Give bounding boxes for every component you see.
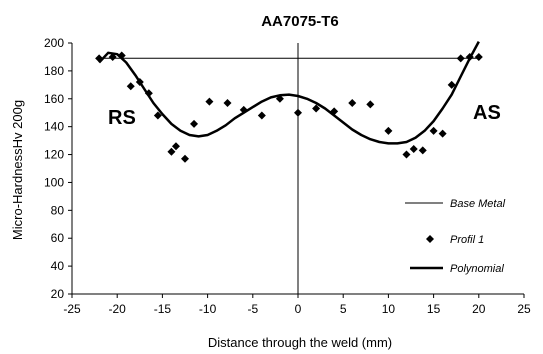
x-tick-label: -5	[247, 302, 258, 316]
data-point	[171, 142, 180, 151]
legend: Base Metal Profil 1 Polynomial	[405, 198, 506, 275]
legend-label-base-metal: Base Metal	[450, 198, 506, 210]
y-tick-label: 120	[44, 148, 64, 162]
data-point	[312, 104, 321, 113]
data-point	[474, 52, 483, 61]
y-tick-label: 20	[51, 287, 65, 301]
y-tick-label: 140	[44, 120, 64, 134]
x-tick-label: -20	[109, 302, 127, 316]
x-tick-label: 20	[472, 302, 486, 316]
legend-label-profil-1: Profil 1	[450, 234, 484, 246]
y-tick-label: 160	[44, 92, 64, 106]
annotation-as: AS	[473, 102, 501, 124]
x-tick-label: -10	[199, 302, 217, 316]
x-axis-label: Distance through the weld (mm)	[208, 335, 392, 350]
y-axis-label: Micro-HardnessHv 200g	[10, 100, 25, 240]
chart-title: AA7075-T6	[261, 13, 339, 30]
data-point	[294, 108, 302, 117]
y-tick-label: 80	[51, 203, 65, 217]
data-point	[167, 147, 176, 156]
x-tick-label: -25	[63, 302, 81, 316]
data-point	[447, 80, 456, 89]
y-tick-label: 100	[44, 175, 64, 189]
x-tick-label: 15	[427, 302, 441, 316]
data-point	[153, 111, 162, 120]
polynomial-fit-line	[98, 41, 480, 145]
data-point	[205, 97, 214, 106]
x-tick-label: 0	[295, 302, 302, 316]
data-point	[126, 82, 135, 91]
data-point	[366, 100, 375, 109]
legend-label-polynomial: Polynomial	[450, 263, 504, 275]
data-point	[456, 54, 465, 63]
x-tick-label: -15	[154, 302, 172, 316]
data-point	[223, 98, 232, 107]
y-tick-label: 60	[51, 231, 65, 245]
data-point	[429, 126, 438, 135]
data-point	[257, 111, 266, 120]
y-tick-label: 40	[51, 259, 65, 273]
y-tick-label: 180	[44, 64, 64, 78]
x-tick-label: 10	[382, 302, 396, 316]
data-point	[190, 119, 199, 128]
x-tick-label: 25	[517, 302, 531, 316]
data-point	[418, 146, 427, 155]
data-point	[438, 129, 447, 138]
legend-swatch-profil-1	[426, 235, 434, 243]
data-point	[409, 144, 418, 153]
data-point	[402, 150, 411, 159]
data-point	[384, 126, 393, 135]
x-tick-label: 5	[340, 302, 347, 316]
annotation-rs: RS	[108, 107, 136, 129]
y-tick-label: 200	[44, 36, 64, 50]
data-point	[181, 154, 189, 163]
data-point	[348, 98, 357, 107]
